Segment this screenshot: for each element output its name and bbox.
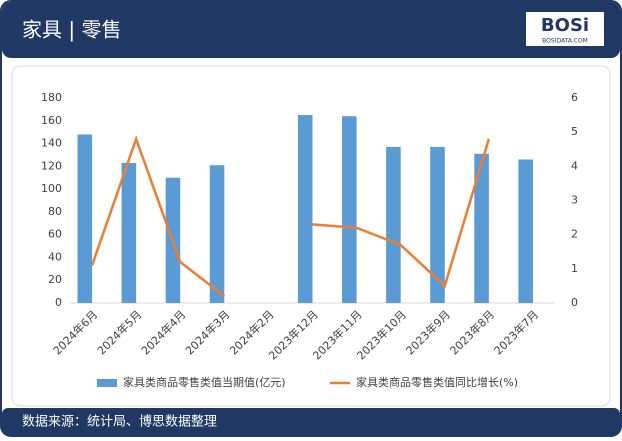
logo-box <box>526 12 604 46</box>
y2-tick-label: 0 <box>571 296 578 309</box>
bar <box>77 134 93 303</box>
legend-swatch <box>97 379 117 387</box>
footer-source: 数据来源：统计局、博思数据整理 <box>22 415 217 430</box>
bar <box>518 159 533 303</box>
bar <box>342 116 357 303</box>
footer-bar <box>2 408 620 435</box>
header-title: 家具 | 零售 <box>22 18 121 42</box>
y-tick-label: 160 <box>41 114 62 127</box>
y2-tick-label: 1 <box>571 262 578 275</box>
y2-tick-label: 5 <box>571 125 578 138</box>
bar <box>297 115 313 303</box>
y-tick-label: 120 <box>41 159 62 172</box>
bar <box>386 146 401 303</box>
bar <box>121 162 137 303</box>
logo-brand: BOSi <box>541 15 589 36</box>
y2-tick-label: 2 <box>571 228 578 241</box>
y-tick-label: 100 <box>41 182 62 195</box>
y-tick-label: 180 <box>41 91 62 104</box>
y-tick-label: 80 <box>48 205 62 218</box>
y-tick-label: 0 <box>55 296 62 309</box>
bar <box>474 153 489 303</box>
bar <box>430 146 445 303</box>
legend-label: 家具类商品零售类值同比增长(%) <box>356 375 518 389</box>
logo-site: BOSIDATA.COM <box>542 38 588 45</box>
y2-tick-label: 3 <box>571 194 578 207</box>
y-tick-label: 20 <box>48 273 62 286</box>
y-tick-label: 40 <box>48 250 62 263</box>
y2-tick-label: 6 <box>571 91 578 104</box>
y-tick-label: 60 <box>48 228 62 241</box>
line <box>90 135 491 298</box>
y-tick-label: 140 <box>41 137 62 150</box>
bar <box>209 165 225 303</box>
y2-tick-label: 4 <box>571 159 578 172</box>
legend-label: 家具类商品零售类值当期值(亿元) <box>123 375 286 389</box>
header-bar <box>2 2 620 58</box>
